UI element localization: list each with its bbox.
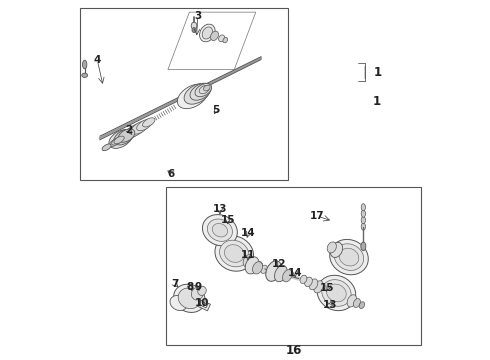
Ellipse shape xyxy=(202,215,237,246)
Ellipse shape xyxy=(347,295,357,307)
Ellipse shape xyxy=(114,136,124,144)
Ellipse shape xyxy=(330,239,368,275)
Ellipse shape xyxy=(191,22,197,30)
Text: 13: 13 xyxy=(323,300,338,310)
Text: 16: 16 xyxy=(285,344,302,357)
Ellipse shape xyxy=(224,245,244,262)
Ellipse shape xyxy=(116,133,128,143)
Ellipse shape xyxy=(359,302,365,309)
Ellipse shape xyxy=(178,288,200,309)
Text: 14: 14 xyxy=(288,268,302,278)
Ellipse shape xyxy=(261,265,268,274)
Ellipse shape xyxy=(317,275,356,311)
Ellipse shape xyxy=(202,27,213,39)
Ellipse shape xyxy=(339,248,359,266)
Ellipse shape xyxy=(274,265,287,282)
Ellipse shape xyxy=(212,224,227,237)
Ellipse shape xyxy=(109,139,120,147)
Ellipse shape xyxy=(219,35,225,42)
Ellipse shape xyxy=(192,287,203,300)
Ellipse shape xyxy=(102,144,111,151)
Ellipse shape xyxy=(327,284,346,302)
Ellipse shape xyxy=(300,275,307,283)
Ellipse shape xyxy=(330,242,343,257)
Text: 4: 4 xyxy=(94,55,101,65)
Text: 17: 17 xyxy=(309,211,324,221)
Ellipse shape xyxy=(197,286,206,296)
Ellipse shape xyxy=(245,257,259,274)
Ellipse shape xyxy=(361,204,366,211)
Text: 9: 9 xyxy=(195,282,202,292)
Ellipse shape xyxy=(82,73,88,77)
Ellipse shape xyxy=(361,223,366,230)
Ellipse shape xyxy=(327,242,336,253)
Text: 14: 14 xyxy=(241,228,256,238)
Ellipse shape xyxy=(184,84,210,104)
Ellipse shape xyxy=(137,119,152,131)
Ellipse shape xyxy=(322,280,351,306)
Polygon shape xyxy=(191,297,211,311)
Ellipse shape xyxy=(252,262,263,274)
Ellipse shape xyxy=(223,37,228,43)
Text: 5: 5 xyxy=(213,105,220,115)
Ellipse shape xyxy=(334,244,364,270)
Text: 1: 1 xyxy=(372,95,380,108)
Text: 15: 15 xyxy=(220,215,235,225)
Ellipse shape xyxy=(82,60,87,69)
Ellipse shape xyxy=(190,83,211,100)
Text: 6: 6 xyxy=(168,168,175,179)
Ellipse shape xyxy=(305,277,312,287)
Ellipse shape xyxy=(249,258,258,269)
Ellipse shape xyxy=(243,255,253,267)
Bar xyxy=(80,8,288,180)
Ellipse shape xyxy=(112,138,122,145)
Ellipse shape xyxy=(126,123,145,137)
Ellipse shape xyxy=(255,262,263,271)
Ellipse shape xyxy=(283,270,292,282)
Ellipse shape xyxy=(192,28,196,33)
Ellipse shape xyxy=(309,279,318,290)
Ellipse shape xyxy=(215,236,253,271)
Text: 13: 13 xyxy=(213,204,227,214)
Text: 11: 11 xyxy=(241,250,255,260)
Ellipse shape xyxy=(211,31,219,41)
Text: 8: 8 xyxy=(187,282,194,292)
Ellipse shape xyxy=(119,130,135,141)
Ellipse shape xyxy=(143,118,155,127)
Ellipse shape xyxy=(199,24,215,42)
Text: 15: 15 xyxy=(320,283,335,293)
Ellipse shape xyxy=(122,126,140,139)
Ellipse shape xyxy=(203,85,210,91)
Text: 1: 1 xyxy=(374,66,382,79)
Text: 12: 12 xyxy=(272,258,287,269)
Ellipse shape xyxy=(114,129,134,145)
Polygon shape xyxy=(168,12,256,69)
Ellipse shape xyxy=(266,261,282,281)
Bar xyxy=(166,187,421,345)
Ellipse shape xyxy=(353,298,361,307)
Ellipse shape xyxy=(207,219,232,241)
Text: 3: 3 xyxy=(194,11,201,21)
Ellipse shape xyxy=(170,296,187,311)
Ellipse shape xyxy=(361,242,366,251)
Text: 2: 2 xyxy=(125,125,132,135)
Ellipse shape xyxy=(131,121,149,134)
Ellipse shape xyxy=(109,130,132,148)
Ellipse shape xyxy=(177,84,208,109)
Ellipse shape xyxy=(314,281,323,293)
Ellipse shape xyxy=(199,85,209,94)
Ellipse shape xyxy=(195,84,212,97)
Text: 7: 7 xyxy=(172,279,179,289)
Ellipse shape xyxy=(361,217,366,224)
Ellipse shape xyxy=(118,129,135,142)
Ellipse shape xyxy=(361,210,366,217)
Ellipse shape xyxy=(173,284,205,312)
Text: 10: 10 xyxy=(195,298,209,308)
Ellipse shape xyxy=(220,240,249,267)
